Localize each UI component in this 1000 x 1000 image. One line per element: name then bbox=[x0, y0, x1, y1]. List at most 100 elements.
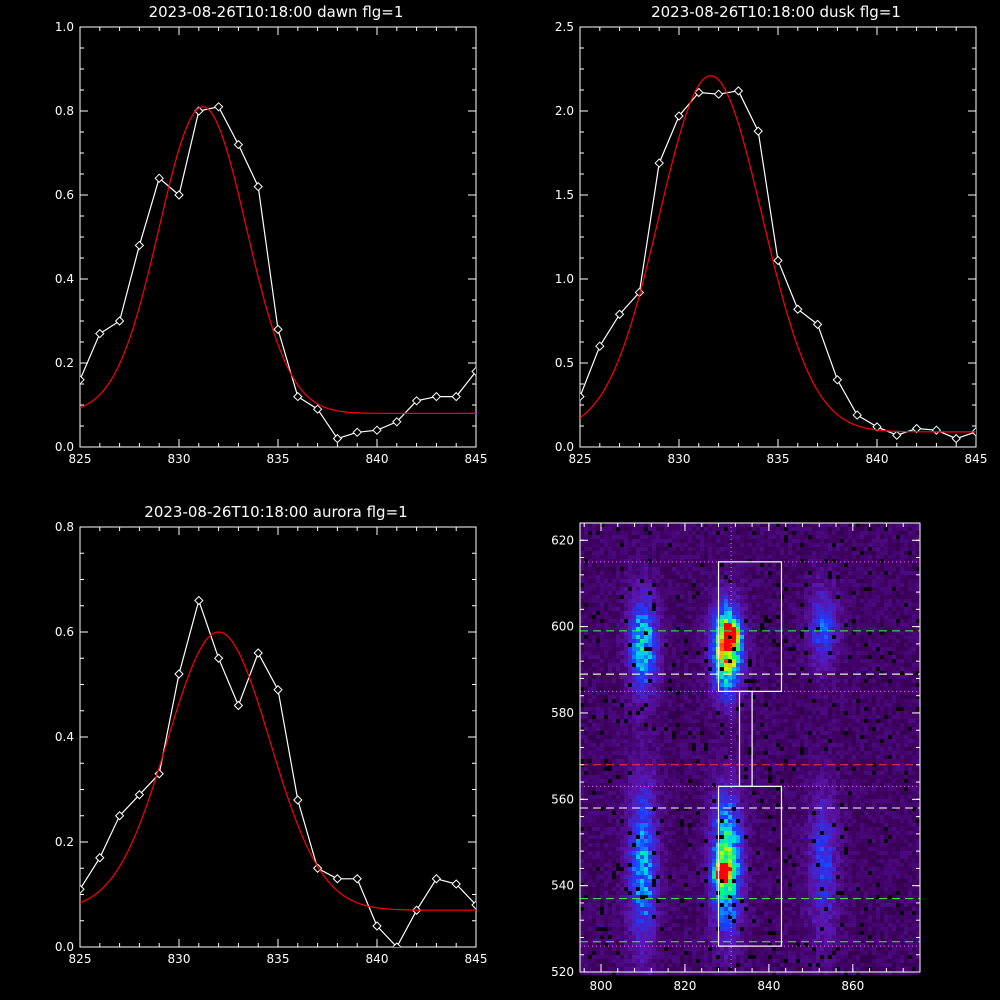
heatmap-cell bbox=[640, 583, 644, 587]
heatmap-cell bbox=[896, 631, 900, 635]
heatmap-cell bbox=[644, 627, 648, 631]
heatmap-cell bbox=[700, 571, 704, 575]
heatmap-cell bbox=[836, 699, 840, 703]
heatmap-cell bbox=[916, 583, 920, 587]
heatmap-cell bbox=[668, 691, 672, 695]
heatmap-cell bbox=[904, 639, 908, 643]
heatmap-cell bbox=[856, 663, 860, 667]
heatmap-cell bbox=[676, 699, 680, 703]
heatmap-cell bbox=[716, 551, 720, 555]
heatmap-cell bbox=[656, 735, 660, 739]
heatmap-cell bbox=[832, 687, 836, 691]
heatmap-cell bbox=[616, 583, 620, 587]
heatmap-cell bbox=[712, 547, 716, 551]
heatmap-cell bbox=[680, 715, 684, 719]
heatmap-cell bbox=[628, 731, 632, 735]
heatmap-cell bbox=[804, 531, 808, 535]
heatmap-cell bbox=[868, 687, 872, 691]
heatmap-cell bbox=[684, 523, 688, 527]
heatmap-cell bbox=[664, 667, 668, 671]
heatmap-cell bbox=[668, 607, 672, 611]
heatmap-cell bbox=[668, 663, 672, 667]
heatmap-cell bbox=[740, 651, 744, 655]
heatmap-cell bbox=[668, 695, 672, 699]
heatmap-cell bbox=[640, 615, 644, 619]
heatmap-cell bbox=[792, 679, 796, 683]
heatmap-cell bbox=[668, 571, 672, 575]
heatmap-cell bbox=[608, 543, 612, 547]
heatmap-cell bbox=[628, 715, 632, 719]
heatmap-cell bbox=[844, 663, 848, 667]
heatmap-cell bbox=[912, 567, 916, 571]
heatmap-cell bbox=[844, 679, 848, 683]
heatmap-cell bbox=[852, 655, 856, 659]
heatmap-cell bbox=[628, 567, 632, 571]
heatmap-cell bbox=[764, 563, 768, 567]
heatmap-cell bbox=[776, 695, 780, 699]
heatmap-cell bbox=[768, 699, 772, 703]
data-point-diamond bbox=[273, 685, 283, 695]
heatmap-cell bbox=[728, 715, 732, 719]
heatmap-cell bbox=[592, 687, 596, 691]
heatmap-cell bbox=[892, 715, 896, 719]
heatmap-cell bbox=[644, 587, 648, 591]
heatmap-cell bbox=[672, 591, 676, 595]
heatmap-cell bbox=[876, 659, 880, 663]
heatmap-cell bbox=[780, 527, 784, 531]
heatmap-cell bbox=[904, 675, 908, 679]
heatmap-cell bbox=[680, 535, 684, 539]
heatmap-cell bbox=[704, 683, 708, 687]
heatmap-cell bbox=[580, 523, 584, 527]
heatmap-cell bbox=[916, 523, 920, 527]
heatmap-cell bbox=[884, 583, 888, 587]
heatmap-cell bbox=[792, 583, 796, 587]
heatmap-cell bbox=[732, 631, 736, 635]
heatmap-cell bbox=[820, 651, 824, 655]
heatmap-cell bbox=[896, 715, 900, 719]
heatmap-cell bbox=[700, 667, 704, 671]
heatmap-cell bbox=[676, 563, 680, 567]
heatmap-cell bbox=[604, 523, 608, 527]
heatmap-cell bbox=[836, 667, 840, 671]
heatmap-cell bbox=[624, 583, 628, 587]
heatmap-cell bbox=[772, 587, 776, 591]
heatmap-cell bbox=[900, 699, 904, 703]
heatmap-cell bbox=[916, 671, 920, 675]
heatmap-cell bbox=[580, 579, 584, 583]
heatmap-cell bbox=[584, 667, 588, 671]
heatmap-cell bbox=[648, 715, 652, 719]
heatmap-cell bbox=[764, 655, 768, 659]
heatmap-cell bbox=[748, 575, 752, 579]
heatmap-cell bbox=[668, 651, 672, 655]
heatmap-cell bbox=[744, 731, 748, 735]
heatmap-cell bbox=[768, 695, 772, 699]
heatmap-cell bbox=[764, 543, 768, 547]
heatmap-cell bbox=[812, 671, 816, 675]
heatmap-cell bbox=[856, 563, 860, 567]
heatmap-cell bbox=[900, 595, 904, 599]
heatmap-cell bbox=[740, 607, 744, 611]
heatmap-cell bbox=[660, 527, 664, 531]
heatmap-cell bbox=[912, 551, 916, 555]
heatmap-cell bbox=[644, 531, 648, 535]
heatmap-cell bbox=[768, 731, 772, 735]
heatmap-cell bbox=[848, 635, 852, 639]
heatmap-cell bbox=[852, 703, 856, 707]
heatmap-cell bbox=[608, 679, 612, 683]
heatmap-cell bbox=[872, 615, 876, 619]
heatmap-cell bbox=[888, 591, 892, 595]
heatmap-cell bbox=[852, 555, 856, 559]
heatmap-cell bbox=[732, 623, 736, 627]
heatmap-cell bbox=[668, 675, 672, 679]
heatmap-cell bbox=[748, 539, 752, 543]
heatmap-cell bbox=[876, 675, 880, 679]
heatmap-cell bbox=[612, 639, 616, 643]
heatmap-cell bbox=[916, 679, 920, 683]
heatmap-cell bbox=[864, 611, 868, 615]
heatmap-cell bbox=[736, 639, 740, 643]
heatmap-cell bbox=[776, 531, 780, 535]
heatmap-cell bbox=[600, 595, 604, 599]
heatmap-cell bbox=[816, 539, 820, 543]
heatmap-cell bbox=[904, 599, 908, 603]
heatmap-cell bbox=[684, 623, 688, 627]
